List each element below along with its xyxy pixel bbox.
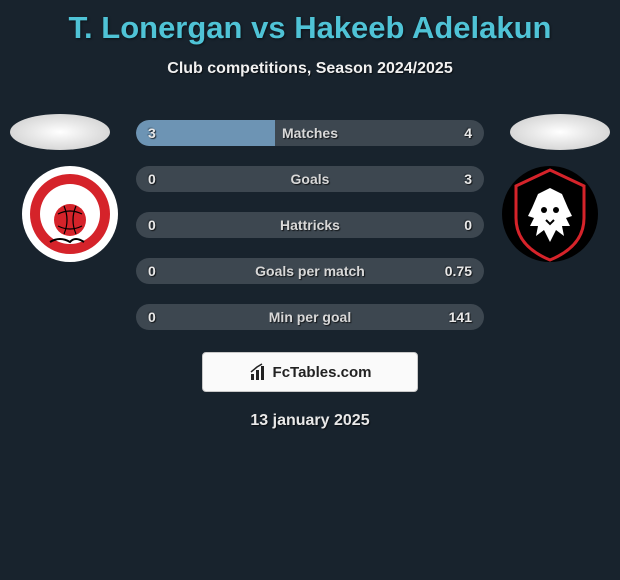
- team-left-crest-icon: T F C: [20, 164, 120, 264]
- team-right-crest-icon: [500, 164, 600, 264]
- stat-label: Goals per match: [136, 258, 484, 284]
- stat-row: 00.75Goals per match: [136, 258, 484, 284]
- stat-rows: 34Matches 03Goals 00Hattricks 00.75Goals pe…: [136, 120, 484, 350]
- svg-text:C: C: [86, 207, 94, 219]
- stat-label: Hattricks: [136, 212, 484, 238]
- stat-row: 0141Min per goal: [136, 304, 484, 330]
- date-label: 13 january 2025: [0, 412, 620, 430]
- oval-shadow-right: [510, 114, 610, 150]
- stat-row: 34Matches: [136, 120, 484, 146]
- subtitle: Club competitions, Season 2024/2025: [0, 60, 620, 78]
- svg-text:T: T: [67, 185, 74, 197]
- page-title: T. Lonergan vs Hakeeb Adelakun: [0, 0, 620, 46]
- stat-row: 00Hattricks: [136, 212, 484, 238]
- stat-row: 03Goals: [136, 166, 484, 192]
- bar-chart-icon: [249, 362, 269, 382]
- footer-label: FcTables.com: [273, 364, 372, 381]
- footer-attribution: FcTables.com: [202, 352, 418, 392]
- svg-text:F: F: [47, 207, 54, 219]
- stat-label: Min per goal: [136, 304, 484, 330]
- oval-shadow-left: [10, 114, 110, 150]
- stat-label: Goals: [136, 166, 484, 192]
- stat-label: Matches: [136, 120, 484, 146]
